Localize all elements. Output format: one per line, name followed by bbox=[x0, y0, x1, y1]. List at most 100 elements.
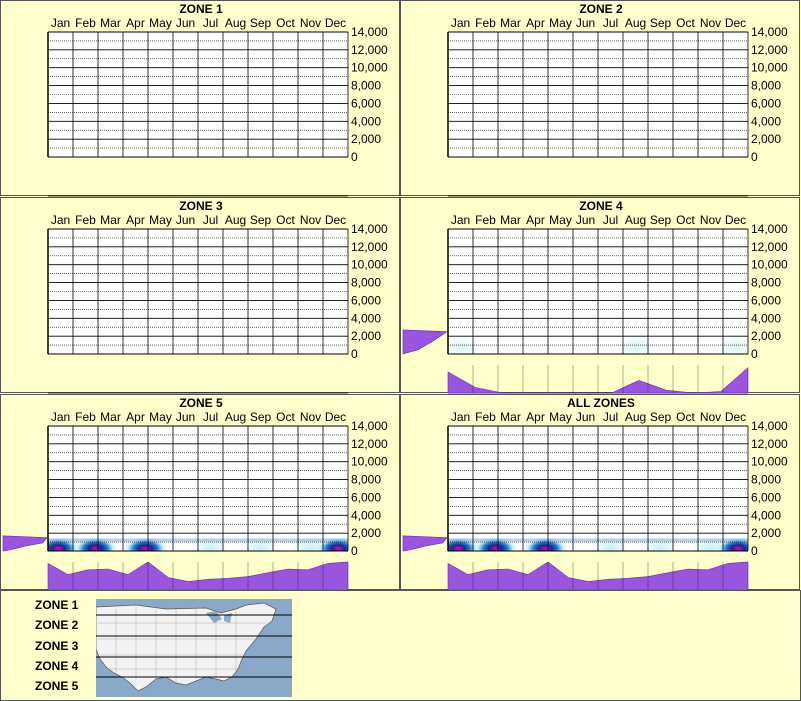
elevation-density bbox=[402, 329, 448, 355]
legend-zone-4: ZONE 4 bbox=[35, 659, 79, 673]
month-label: Dec bbox=[325, 410, 346, 424]
y-tick-label: 12,000 bbox=[351, 437, 388, 451]
y-tick-label: 6,000 bbox=[751, 490, 781, 504]
month-label: Dec bbox=[725, 16, 746, 30]
month-label: Nov bbox=[700, 16, 721, 30]
panel-title: ZONE 3 bbox=[179, 199, 223, 213]
month-label: Nov bbox=[300, 213, 321, 227]
month-label: May bbox=[149, 16, 172, 30]
y-tick-label: 8,000 bbox=[351, 79, 381, 93]
month-label: Sep bbox=[250, 213, 272, 227]
y-tick-label: 0 bbox=[751, 544, 758, 558]
y-tick-label: 10,000 bbox=[351, 61, 388, 75]
month-label: Sep bbox=[250, 410, 272, 424]
month-label: Sep bbox=[250, 16, 272, 30]
month-label: Nov bbox=[700, 213, 721, 227]
month-label: Mar bbox=[500, 16, 521, 30]
heat-blob bbox=[717, 334, 748, 354]
month-label: Mar bbox=[100, 410, 121, 424]
month-label: Apr bbox=[126, 16, 145, 30]
panel-title: ZONE 5 bbox=[179, 396, 223, 410]
month-label: Feb bbox=[75, 16, 96, 30]
y-tick-label: 4,000 bbox=[351, 114, 381, 128]
month-label: Oct bbox=[676, 213, 695, 227]
month-label: May bbox=[149, 410, 172, 424]
month-label: Jun bbox=[176, 16, 195, 30]
panel-title: ZONE 1 bbox=[179, 2, 223, 16]
month-label: Oct bbox=[276, 213, 295, 227]
y-tick-label: 4,000 bbox=[751, 508, 781, 522]
month-label: Aug bbox=[225, 213, 246, 227]
y-tick-label: 6,000 bbox=[751, 293, 781, 307]
panel-title: ZONE 4 bbox=[579, 199, 623, 213]
legend-zone-5: ZONE 5 bbox=[35, 679, 79, 693]
month-label: Feb bbox=[75, 213, 96, 227]
y-tick-label: 8,000 bbox=[351, 473, 381, 487]
month-label: Jul bbox=[203, 213, 218, 227]
month-label: Jan bbox=[451, 213, 470, 227]
legend-zone-1: ZONE 1 bbox=[35, 598, 79, 612]
month-label: Mar bbox=[100, 213, 121, 227]
y-tick-label: 6,000 bbox=[351, 96, 381, 110]
month-label: Jun bbox=[576, 410, 595, 424]
heat-blob bbox=[48, 537, 80, 551]
month-label: Aug bbox=[225, 16, 246, 30]
heat-blob bbox=[642, 536, 679, 551]
month-label: Sep bbox=[650, 213, 672, 227]
month-label: Dec bbox=[725, 410, 746, 424]
month-label: Aug bbox=[225, 410, 246, 424]
y-tick-label: 2,000 bbox=[351, 526, 381, 540]
chart-panel: ZONE 5 Jan Feb Mar Apr May Jun Jul Aug Sep Oct Nov D… bbox=[0, 394, 400, 591]
y-tick-label: 10,000 bbox=[751, 258, 788, 272]
month-label: Oct bbox=[276, 410, 295, 424]
chart-panel: ZONE 3 Jan Feb Mar Apr May Jun Jul Aug Sep Oct Nov D… bbox=[0, 197, 400, 394]
chart-svg: Jan Feb Mar Apr May Jun Jul Aug Sep Oct Nov Dec 14,0… bbox=[47, 16, 388, 197]
y-tick-label: 14,000 bbox=[351, 25, 388, 39]
month-label: May bbox=[549, 410, 572, 424]
y-tick-label: 2,000 bbox=[751, 132, 781, 146]
y-tick-label: 10,000 bbox=[751, 455, 788, 469]
us-map-icon bbox=[96, 599, 292, 697]
y-tick-label: 10,000 bbox=[751, 61, 788, 75]
y-tick-label: 2,000 bbox=[351, 132, 381, 146]
month-label: Apr bbox=[526, 16, 545, 30]
month-label: Jun bbox=[176, 213, 195, 227]
y-tick-label: 8,000 bbox=[351, 276, 381, 290]
chart-svg: Jan Feb Mar Apr May Jun Jul Aug Sep Oct Nov Dec 14,0… bbox=[2, 410, 388, 591]
y-tick-label: 12,000 bbox=[351, 43, 388, 57]
y-tick-label: 8,000 bbox=[751, 473, 781, 487]
month-label: Nov bbox=[300, 16, 321, 30]
heat-blob bbox=[473, 537, 518, 551]
y-tick-label: 2,000 bbox=[351, 329, 381, 343]
y-tick-label: 6,000 bbox=[351, 293, 381, 307]
month-label: Oct bbox=[676, 16, 695, 30]
month-label: Oct bbox=[676, 410, 695, 424]
chart-svg: Jan Feb Mar Apr May Jun Jul Aug Sep Oct Nov Dec 14,0… bbox=[402, 213, 788, 394]
heat-blob bbox=[192, 536, 229, 551]
month-label: Feb bbox=[475, 16, 496, 30]
month-label: Jul bbox=[203, 410, 218, 424]
month-label: Dec bbox=[325, 16, 346, 30]
month-label: Jun bbox=[576, 213, 595, 227]
y-tick-label: 0 bbox=[751, 150, 758, 164]
heat-blob bbox=[316, 537, 348, 551]
y-tick-label: 0 bbox=[351, 347, 358, 361]
month-label: Jun bbox=[576, 16, 595, 30]
month-label: Oct bbox=[276, 16, 295, 30]
y-tick-label: 10,000 bbox=[351, 455, 388, 469]
y-tick-label: 12,000 bbox=[751, 43, 788, 57]
month-label: Sep bbox=[650, 16, 672, 30]
y-tick-label: 10,000 bbox=[351, 258, 388, 272]
y-tick-label: 0 bbox=[351, 150, 358, 164]
y-tick-label: 4,000 bbox=[751, 114, 781, 128]
y-tick-label: 14,000 bbox=[751, 25, 788, 39]
y-tick-label: 14,000 bbox=[351, 419, 388, 433]
heat-blob bbox=[448, 334, 479, 354]
month-label: Aug bbox=[625, 16, 646, 30]
chart-svg: Jan Feb Mar Apr May Jun Jul Aug Sep Oct Nov Dec 14,0… bbox=[47, 213, 388, 394]
heat-blob bbox=[617, 334, 654, 354]
month-label: Jun bbox=[176, 410, 195, 424]
month-label: Jul bbox=[203, 16, 218, 30]
y-tick-label: 14,000 bbox=[751, 222, 788, 236]
y-tick-label: 14,000 bbox=[751, 419, 788, 433]
